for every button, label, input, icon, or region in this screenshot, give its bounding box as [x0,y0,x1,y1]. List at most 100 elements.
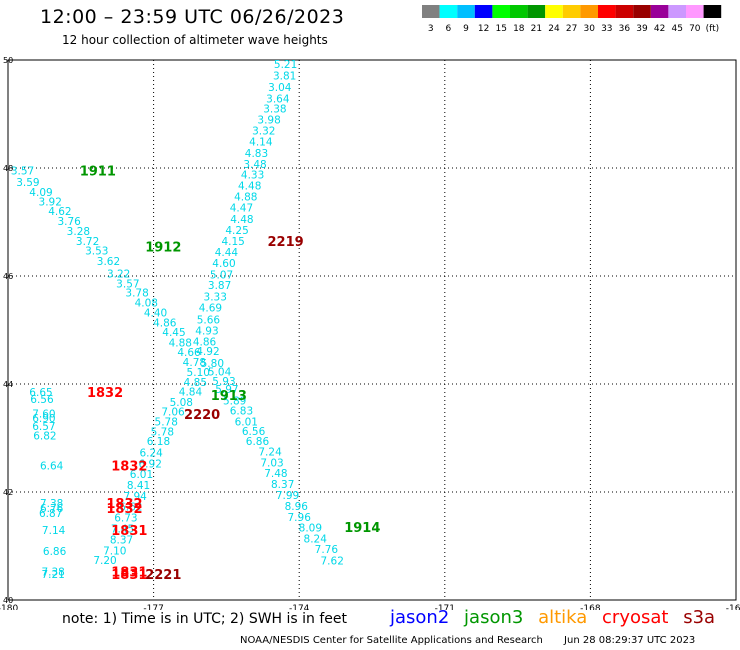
colorbar-label: 36 [619,24,631,34]
wave-height-point: 3.57 [11,166,34,178]
wave-height-point: 5.66 [197,315,221,327]
credit-text: NOAA/NESDIS Center for Satellite Applica… [240,635,543,646]
wave-height-point: 4.93 [195,326,218,338]
colorbar-swatch [562,5,581,18]
wave-height-point: 5.80 [201,358,224,370]
colorbar-swatch [598,5,616,18]
wave-height-point: 4.86 [193,336,217,348]
pass-time-label: 1831 [111,524,147,539]
wave-height-point: 6.56 [30,394,54,406]
colorbar-swatch [668,5,686,18]
colorbar-swatch [580,5,598,18]
wave-height-point: 4.09 [29,187,52,199]
wave-height-point: 6.76 [40,503,64,515]
pass-time-label: 1832 [106,502,142,517]
wave-height-point: 7.20 [93,555,116,567]
wave-height-point: 8.96 [285,501,309,513]
x-tick-label: -174 [289,604,310,610]
colorbar-label: 70 [689,24,701,34]
colorbar-swatch [545,5,563,18]
wave-height-point: 3.32 [252,126,275,138]
wave-height-point: 3.33 [204,292,227,304]
wave-height-point: 3.57 [116,279,139,291]
wave-height-point: 4.48 [230,214,253,226]
pass-time-label: 1831 [111,565,147,580]
wave-height-point: 7.48 [264,468,287,480]
wave-height-point: 4.84 [179,387,203,399]
colorbar-label: (ft) [706,24,720,34]
x-tick-label: -168 [580,604,601,610]
wave-height-point: 7.03 [260,457,283,469]
colorbar-label: 45 [671,24,682,34]
colorbar-label: 6 [446,24,452,34]
wave-height-point: 4.60 [212,258,235,270]
page-subtitle: 12 hour collection of altimeter wave hei… [62,33,328,47]
colorbar-swatch [474,5,493,18]
colorbar-label: 33 [601,24,612,34]
wave-height-point: 7.24 [258,447,282,459]
wave-height-point: 8.24 [304,533,328,545]
x-tick-label: -165 [726,604,740,610]
mission-altika: altika [538,607,588,628]
x-tick-label: -171 [435,604,455,610]
wave-height-point: 7.62 [321,556,344,568]
wave-height-point: 8.37 [271,479,294,491]
wave-height-point: 7.21 [41,569,64,581]
wave-height-point: 6.92 [139,458,162,470]
wave-height-point: 3.81 [273,71,296,83]
wave-height-point: 6.82 [33,430,56,442]
wave-height-point: 3.78 [125,288,148,300]
wave-height-point: 6.56 [242,426,266,438]
wave-height-point: 4.92 [196,346,219,358]
wave-height-point: 3.38 [263,104,286,116]
wave-height-point: 6.87 [39,508,62,520]
colorbar-label: 9 [463,24,469,34]
plot-frame [7,59,737,601]
wave-height-point: 7.99 [276,490,299,502]
pass-time-label: 1832 [106,497,142,512]
colorbar-swatch [422,5,440,18]
wave-height-point: 6.90 [32,413,55,425]
mission-jason2: jason2 [390,607,450,628]
colorbar-swatch [492,5,510,18]
wave-height-point: 7.76 [315,544,339,556]
wave-height-point: 6.18 [147,436,170,448]
pass-time-label: 1832 [87,386,123,401]
color-scale-legend: 3 6 9 12 15 18 21 24 27 30 33 36 39 42 45 70 (ft) [422,5,722,34]
colorbar-swatch [633,5,651,18]
wave-height-point: 6.57 [32,421,55,433]
wave-height-point: 5.97 [215,384,238,396]
wave-height-point: 8.41 [127,480,150,492]
pass-time-label: 2221 [145,568,181,583]
wave-height-point: 5.08 [170,397,193,409]
generated-timestamp: Jun 28 08:29:37 UTC 2023 [564,635,696,646]
colorbar-label: 27 [566,24,577,34]
wave-height-point: 4.78 [183,357,206,369]
mission-legend: jason2 jason3 altika cryosat s3a [390,607,724,628]
wave-height-point: 4.47 [230,202,253,214]
wave-height-point: 4.88 [169,337,192,349]
wave-height-point: 4.85 [184,377,207,389]
wave-height-point: 6.01 [130,469,153,481]
colorbar-label: 39 [636,24,648,34]
wave-height-point: 4.88 [234,192,257,204]
credit-line: NOAA/NESDIS Center for Satellite Applica… [240,635,695,646]
wave-height-point: 8.09 [299,523,322,535]
colorbar-swatch [439,5,458,18]
wave-height-point: 7.06 [161,407,185,419]
wave-height-point: 5.07 [210,269,233,281]
colorbar-swatch [703,5,722,18]
page-title: 12:00 – 23:59 UTC 06/26/2023 [40,6,345,28]
wave-height-point: 6.83 [230,405,253,417]
wave-height-point: 3.92 [39,196,62,208]
wave-height-point: 4.48 [238,180,261,192]
colorbar-label: 12 [478,24,489,34]
colorbar-label: 30 [583,24,595,34]
pass-time-label: 1831 [111,568,147,583]
wave-height-point: 7.38 [41,566,64,578]
colorbar-swatch [527,5,546,18]
colorbar-label: 21 [531,24,542,34]
wave-height-point: 7.14 [42,525,66,537]
wave-height-point: 4.69 [199,302,222,314]
colorbar-swatch [615,5,634,18]
